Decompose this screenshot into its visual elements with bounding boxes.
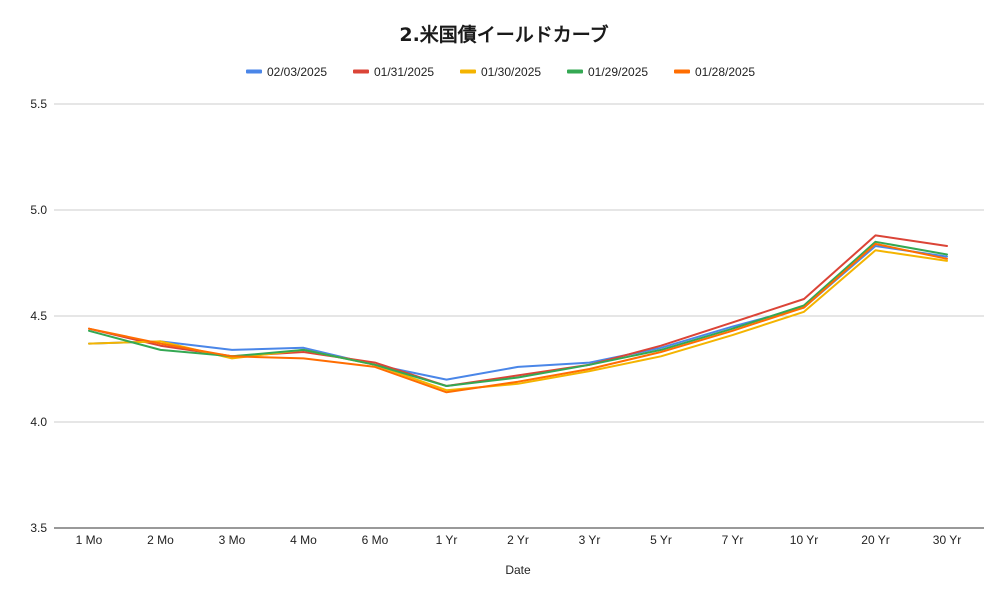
series-line-01-29-2025	[88, 240, 948, 387]
y-tick-label: 5.0	[30, 203, 47, 217]
x-axis-label: Date	[505, 563, 531, 577]
legend-swatch	[674, 69, 690, 74]
legend-label: 01/30/2025	[481, 65, 541, 79]
x-tick-label: 3 Yr	[579, 533, 601, 547]
legend-label: 02/03/2025	[267, 65, 327, 79]
x-tick-label: 20 Yr	[861, 533, 889, 547]
legend-label: 01/28/2025	[695, 65, 755, 79]
y-axis-ticks: 3.5 4.0 4.5 5.0 5.5	[30, 97, 47, 535]
x-tick-label: 30 Yr	[933, 533, 961, 547]
legend-label: 01/31/2025	[374, 65, 434, 79]
x-tick-label: 1 Yr	[436, 533, 458, 547]
legend: 02/03/2025 01/31/2025 01/30/2025 01/29/2025…	[246, 65, 755, 79]
legend-item[interactable]: 01/29/2025	[567, 65, 648, 79]
gridlines	[54, 103, 984, 529]
x-tick-label: 7 Yr	[722, 533, 744, 547]
legend-label: 01/29/2025	[588, 65, 648, 79]
x-tick-label: 2 Yr	[507, 533, 529, 547]
legend-item[interactable]: 01/31/2025	[353, 65, 434, 79]
y-tick-label: 5.5	[30, 97, 47, 111]
legend-item[interactable]: 01/30/2025	[460, 65, 541, 79]
x-tick-label: 4 Mo	[290, 533, 317, 547]
x-tick-label: 6 Mo	[362, 533, 389, 547]
x-tick-label: 5 Yr	[650, 533, 672, 547]
x-tick-label: 3 Mo	[219, 533, 246, 547]
y-tick-label: 4.5	[30, 309, 47, 323]
series-lines	[88, 234, 948, 394]
x-axis-ticks: 1 Mo 2 Mo 3 Mo 4 Mo 6 Mo 1 Yr 2 Yr 3 Yr 5 Yr 7 Yr…	[76, 533, 962, 547]
legend-swatch	[567, 69, 583, 74]
series-line-02-03-2025	[88, 245, 948, 381]
series-line-01-28-2025	[88, 242, 948, 394]
y-tick-label: 4.0	[30, 415, 47, 429]
x-tick-label: 2 Mo	[147, 533, 174, 547]
series-line-01-30-2025	[88, 249, 948, 392]
x-tick-label: 10 Yr	[790, 533, 818, 547]
series-line-01-31-2025	[88, 234, 948, 387]
legend-item[interactable]: 02/03/2025	[246, 65, 327, 79]
x-tick-label: 1 Mo	[76, 533, 103, 547]
chart-title: 2.米国債イールドカーブ	[399, 23, 608, 46]
legend-item[interactable]: 01/28/2025	[674, 65, 755, 79]
y-tick-label: 3.5	[30, 521, 47, 535]
legend-swatch	[460, 69, 476, 74]
legend-swatch	[353, 69, 369, 74]
legend-swatch	[246, 69, 262, 74]
